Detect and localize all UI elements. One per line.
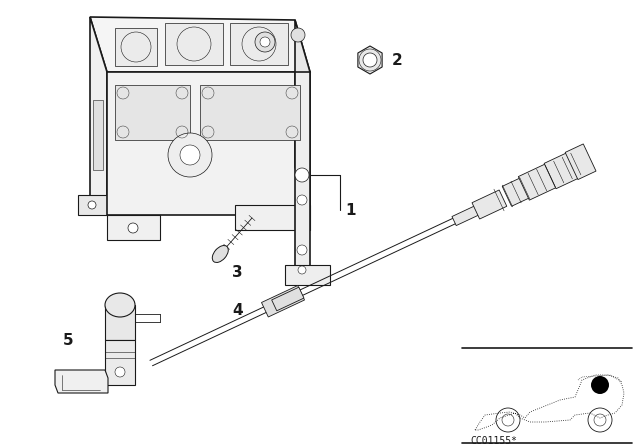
Ellipse shape — [212, 246, 228, 263]
Circle shape — [180, 145, 200, 165]
Polygon shape — [105, 340, 135, 385]
Polygon shape — [230, 23, 288, 65]
Polygon shape — [295, 72, 310, 280]
Polygon shape — [295, 20, 310, 215]
Polygon shape — [358, 46, 382, 74]
Ellipse shape — [105, 293, 135, 317]
Circle shape — [88, 201, 96, 209]
Polygon shape — [107, 215, 160, 240]
Text: 1: 1 — [345, 202, 355, 217]
Circle shape — [591, 376, 609, 394]
Polygon shape — [105, 305, 135, 340]
Circle shape — [298, 266, 306, 274]
Circle shape — [255, 32, 275, 52]
Text: 3: 3 — [232, 264, 243, 280]
Text: 2: 2 — [392, 52, 403, 68]
Circle shape — [168, 133, 212, 177]
Circle shape — [363, 53, 377, 67]
Circle shape — [115, 367, 125, 377]
Circle shape — [297, 195, 307, 205]
Circle shape — [260, 37, 270, 47]
Circle shape — [291, 28, 305, 42]
Text: 5: 5 — [63, 332, 74, 348]
Polygon shape — [93, 100, 103, 170]
Polygon shape — [90, 17, 310, 72]
Polygon shape — [235, 205, 310, 230]
Polygon shape — [472, 190, 507, 219]
Polygon shape — [452, 206, 479, 226]
Polygon shape — [544, 153, 579, 189]
Polygon shape — [115, 85, 190, 140]
Polygon shape — [285, 265, 330, 285]
Polygon shape — [107, 72, 310, 215]
Text: 4: 4 — [233, 302, 243, 318]
Circle shape — [128, 223, 138, 233]
Polygon shape — [165, 23, 223, 65]
Polygon shape — [78, 195, 107, 215]
Polygon shape — [271, 287, 304, 311]
Polygon shape — [565, 144, 596, 180]
Circle shape — [295, 168, 309, 182]
Polygon shape — [518, 164, 557, 200]
Circle shape — [297, 245, 307, 255]
Polygon shape — [90, 17, 107, 215]
Text: CC01155*: CC01155* — [470, 436, 517, 446]
Polygon shape — [115, 28, 157, 66]
Polygon shape — [502, 176, 534, 206]
Polygon shape — [55, 370, 108, 393]
Polygon shape — [200, 85, 300, 140]
Polygon shape — [262, 285, 305, 317]
